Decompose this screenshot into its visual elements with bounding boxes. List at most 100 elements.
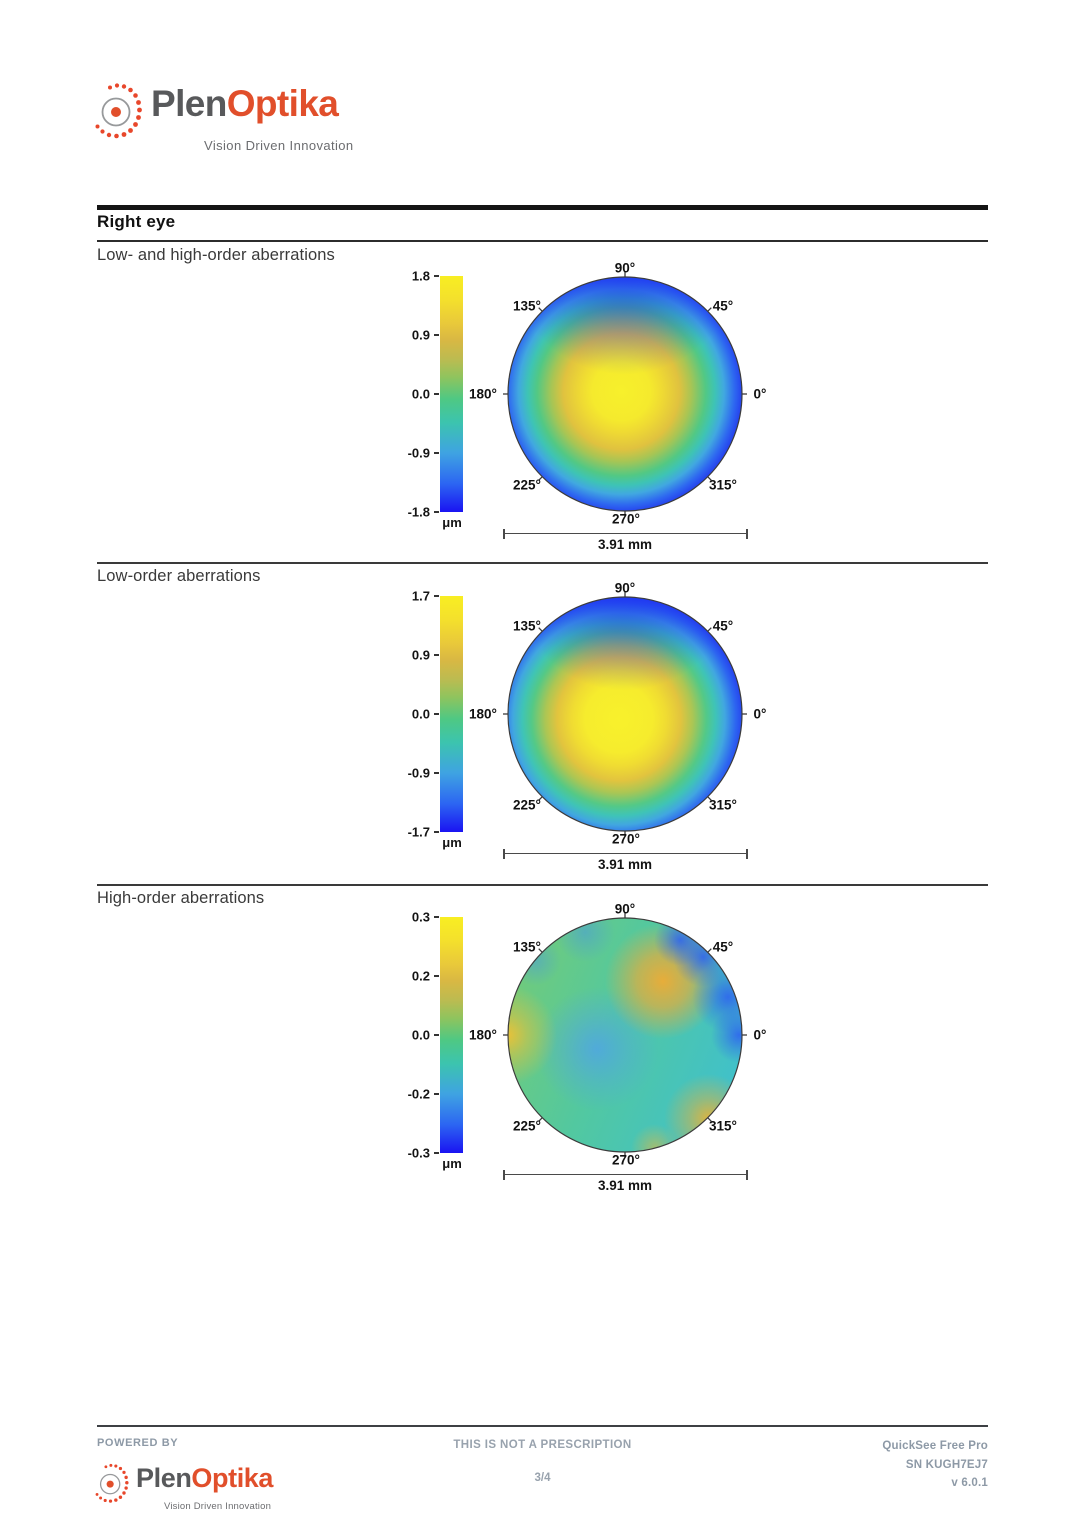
angle-label-90: 90°	[614, 580, 636, 596]
plenoptika-logo: PlenOptika Vision Driven Innovation	[94, 78, 374, 162]
colorbar-tick-label: 0.9	[411, 327, 430, 343]
brand-tagline: Vision Driven Innovation	[204, 138, 354, 153]
plenoptika-logo-footer: PlenOptika Vision Driven Innovation	[94, 1460, 314, 1518]
header-bar	[97, 205, 988, 210]
colorbar-tick	[434, 275, 439, 277]
colorbar-tick-label: 0.3	[411, 909, 430, 925]
angle-label-225: 225°	[513, 1118, 541, 1134]
colorbar-tick-label: -0.2	[407, 1086, 430, 1102]
colorbar-tick	[434, 1093, 439, 1095]
aberration-map-high	[503, 913, 747, 1157]
colorbar-tick-label: -0.9	[407, 765, 430, 781]
angle-label-315: 315°	[709, 477, 737, 493]
colorbar-tick	[434, 1152, 439, 1154]
brand-name-plen: Plen	[136, 1463, 192, 1493]
diameter-measure-line	[503, 1170, 748, 1180]
section-divider	[97, 562, 988, 564]
colorbar-unit: μm	[442, 515, 462, 530]
diameter-label: 3.91 mm	[597, 1178, 653, 1193]
page-number: 3/4	[534, 1472, 551, 1484]
colorbar-tick	[434, 654, 439, 656]
colorbar-tick	[434, 452, 439, 454]
plenoptika-mark-icon	[95, 83, 142, 139]
diameter-measure-line	[503, 849, 748, 859]
brand-name: PlenOptika	[136, 1463, 273, 1494]
device-info: QuickSee Free Pro SN KUGH7EJ7 v 6.0.1	[882, 1437, 988, 1493]
angle-label-180: 180°	[469, 1027, 497, 1043]
angle-label-0: 0°	[753, 1027, 767, 1043]
plot-low: 1.7 0.9 0.0 -0.9 -1.7 μm	[398, 581, 818, 885]
angle-label-315: 315°	[709, 1118, 737, 1134]
colorbar-tick-label: -1.8	[407, 504, 430, 520]
colorbar-tick	[434, 393, 439, 395]
diameter-label: 3.91 mm	[597, 857, 653, 872]
angle-label-90: 90°	[614, 901, 636, 917]
section-title-low-high: Low- and high-order aberrations	[97, 246, 335, 264]
brand-name-optika: Optika	[226, 83, 339, 124]
angle-label-0: 0°	[753, 386, 767, 402]
footer-divider	[97, 1425, 988, 1427]
section-title-low: Low-order aberrations	[97, 567, 261, 585]
colorbar	[440, 596, 463, 832]
colorbar-tick	[434, 1034, 439, 1036]
device-version: v 6.0.1	[951, 1477, 988, 1489]
colorbar-tick-label: 1.7	[411, 588, 430, 604]
colorbar-tick-label: 0.0	[411, 1027, 430, 1043]
plot-low-high: 1.8 0.9 0.0 -0.9 -1.8 μm	[398, 261, 818, 565]
brand-name-plen: Plen	[151, 83, 227, 124]
colorbar-tick-label: -0.9	[407, 445, 430, 461]
brand-name: PlenOptika	[151, 83, 339, 125]
aberration-map-low-high	[503, 272, 747, 516]
angle-label-45: 45°	[712, 939, 734, 955]
section-title-high: High-order aberrations	[97, 889, 265, 907]
colorbar-tick	[434, 595, 439, 597]
colorbar-tick	[434, 334, 439, 336]
colorbar-tick-label: 0.0	[411, 386, 430, 402]
angle-label-180: 180°	[469, 706, 497, 722]
angle-label-225: 225°	[513, 477, 541, 493]
angle-label-270: 270°	[612, 1152, 640, 1168]
angle-label-45: 45°	[712, 298, 734, 314]
colorbar-tick	[434, 511, 439, 513]
angle-label-0: 0°	[753, 706, 767, 722]
colorbar-tick-label: -0.3	[407, 1145, 430, 1161]
angle-label-180: 180°	[469, 386, 497, 402]
plot-high: 0.3 0.2 0.0 -0.2 -0.3 μm	[398, 902, 818, 1206]
plenoptika-mark-icon	[95, 1463, 129, 1503]
colorbar-tick	[434, 831, 439, 833]
angle-label-135: 135°	[513, 939, 541, 955]
page-title: Right eye	[97, 212, 176, 231]
disclaimer-text: THIS IS NOT A PRESCRIPTION	[453, 1439, 632, 1451]
angle-label-45: 45°	[712, 618, 734, 634]
brand-name-optika: Optika	[191, 1463, 274, 1493]
colorbar-tick-label: 0.2	[411, 968, 430, 984]
colorbar	[440, 276, 463, 512]
angle-label-135: 135°	[513, 298, 541, 314]
colorbar-unit: μm	[442, 835, 462, 850]
device-name: QuickSee Free Pro	[882, 1440, 988, 1452]
diameter-measure-line	[503, 529, 748, 539]
angle-label-225: 225°	[513, 797, 541, 813]
colorbar-tick	[434, 772, 439, 774]
colorbar-tick-label: 0.0	[411, 706, 430, 722]
colorbar-tick-label: 1.8	[411, 268, 430, 284]
colorbar-tick-label: 0.9	[411, 647, 430, 663]
angle-label-270: 270°	[612, 831, 640, 847]
colorbar-tick	[434, 975, 439, 977]
powered-by-label: POWERED BY	[97, 1437, 179, 1449]
device-serial: SN KUGH7EJ7	[905, 1458, 988, 1471]
colorbar-tick-label: -1.7	[407, 824, 430, 840]
angle-label-270: 270°	[612, 511, 640, 527]
brand-tagline: Vision Driven Innovation	[164, 1501, 272, 1512]
title-underline	[97, 240, 988, 242]
aberration-map-low	[503, 592, 747, 836]
section-divider	[97, 884, 988, 886]
diameter-label: 3.91 mm	[597, 537, 653, 552]
colorbar-tick	[434, 713, 439, 715]
colorbar-tick	[434, 916, 439, 918]
angle-label-135: 135°	[513, 618, 541, 634]
colorbar-unit: μm	[442, 1156, 462, 1171]
angle-label-90: 90°	[614, 260, 636, 276]
colorbar	[440, 917, 463, 1153]
